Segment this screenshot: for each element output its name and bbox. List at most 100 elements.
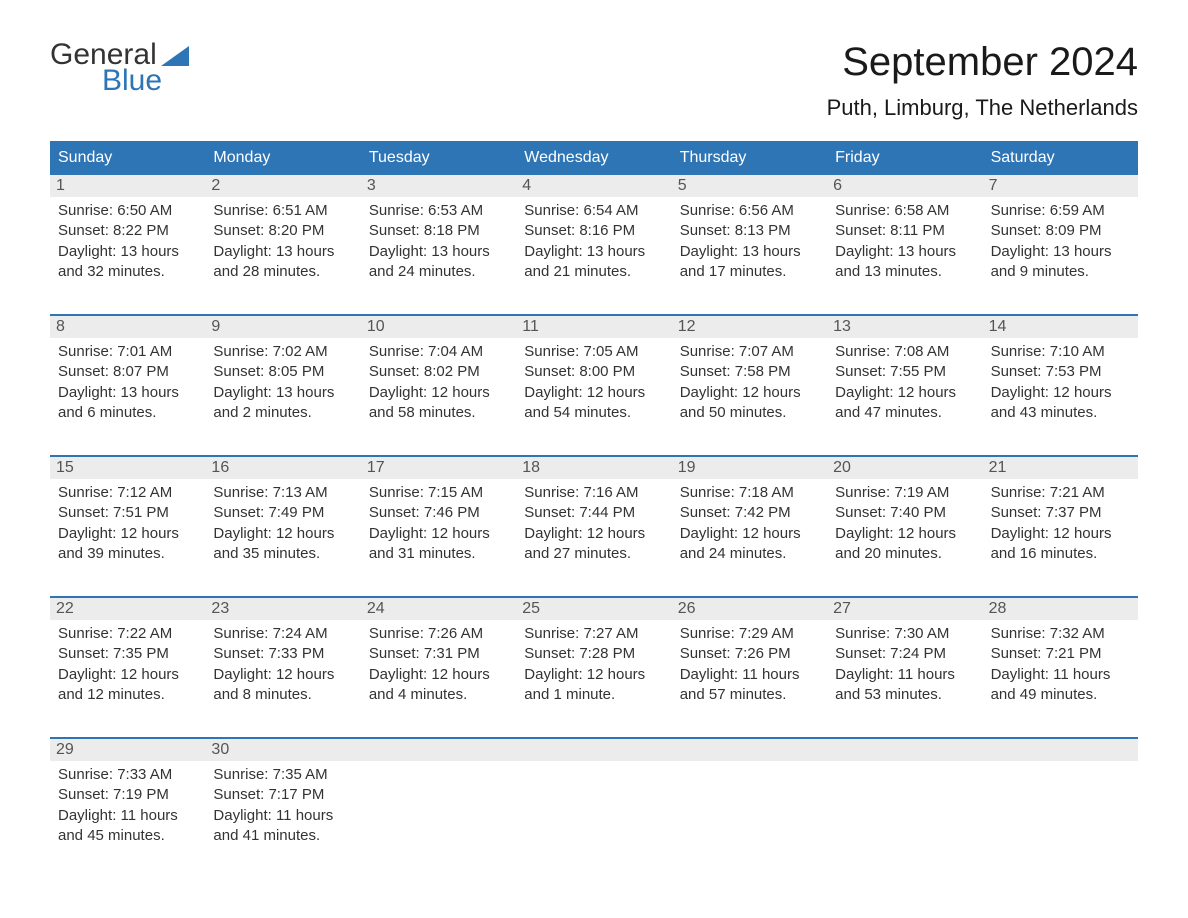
day-number: 4 (516, 175, 671, 197)
sunrise-text: Sunrise: 7:30 AM (835, 624, 976, 644)
day-number (516, 739, 671, 761)
day-number: 18 (516, 457, 671, 479)
sunset-text: Sunset: 8:09 PM (991, 221, 1132, 241)
sunset-text: Sunset: 7:26 PM (680, 644, 821, 664)
dow-wednesday: Wednesday (516, 143, 671, 173)
calendar-day: Sunrise: 7:32 AMSunset: 7:21 PMDaylight:… (983, 620, 1138, 709)
sunset-text: Sunset: 7:53 PM (991, 362, 1132, 382)
day2-text: and 1 minute. (524, 685, 665, 705)
day2-text: and 58 minutes. (369, 403, 510, 423)
calendar-day: Sunrise: 7:27 AMSunset: 7:28 PMDaylight:… (516, 620, 671, 709)
day1-text: Daylight: 11 hours (835, 665, 976, 685)
day1-text: Daylight: 12 hours (835, 524, 976, 544)
dow-sunday: Sunday (50, 143, 205, 173)
day2-text: and 39 minutes. (58, 544, 199, 564)
sunrise-text: Sunrise: 7:08 AM (835, 342, 976, 362)
sunrise-text: Sunrise: 7:24 AM (213, 624, 354, 644)
sunset-text: Sunset: 8:20 PM (213, 221, 354, 241)
day2-text: and 43 minutes. (991, 403, 1132, 423)
day2-text: and 4 minutes. (369, 685, 510, 705)
day-number-row: 1234567 (50, 175, 1138, 197)
sunset-text: Sunset: 7:46 PM (369, 503, 510, 523)
day2-text: and 17 minutes. (680, 262, 821, 282)
day-number: 20 (827, 457, 982, 479)
sunrise-text: Sunrise: 6:53 AM (369, 201, 510, 221)
day1-text: Daylight: 13 hours (369, 242, 510, 262)
sunset-text: Sunset: 7:40 PM (835, 503, 976, 523)
calendar-day (827, 761, 982, 850)
day2-text: and 50 minutes. (680, 403, 821, 423)
day1-text: Daylight: 12 hours (991, 524, 1132, 544)
day1-text: Daylight: 13 hours (213, 242, 354, 262)
day-number: 16 (205, 457, 360, 479)
sunrise-text: Sunrise: 7:04 AM (369, 342, 510, 362)
location-subtitle: Puth, Limburg, The Netherlands (827, 95, 1138, 121)
dow-monday: Monday (205, 143, 360, 173)
calendar-day: Sunrise: 6:53 AMSunset: 8:18 PMDaylight:… (361, 197, 516, 286)
sunrise-text: Sunrise: 7:22 AM (58, 624, 199, 644)
day-number: 19 (672, 457, 827, 479)
day2-text: and 20 minutes. (835, 544, 976, 564)
day-number (361, 739, 516, 761)
day-number: 24 (361, 598, 516, 620)
day-number: 21 (983, 457, 1138, 479)
day-number: 11 (516, 316, 671, 338)
sunrise-text: Sunrise: 6:59 AM (991, 201, 1132, 221)
sunrise-text: Sunrise: 6:54 AM (524, 201, 665, 221)
sunset-text: Sunset: 7:55 PM (835, 362, 976, 382)
title-block: September 2024 Puth, Limburg, The Nether… (827, 40, 1138, 121)
day-number: 15 (50, 457, 205, 479)
sunset-text: Sunset: 7:44 PM (524, 503, 665, 523)
day2-text: and 24 minutes. (680, 544, 821, 564)
sunrise-text: Sunrise: 7:35 AM (213, 765, 354, 785)
day2-text: and 21 minutes. (524, 262, 665, 282)
sunset-text: Sunset: 7:51 PM (58, 503, 199, 523)
day-number: 22 (50, 598, 205, 620)
sunrise-text: Sunrise: 7:27 AM (524, 624, 665, 644)
sunrise-text: Sunrise: 6:51 AM (213, 201, 354, 221)
sunrise-text: Sunrise: 7:15 AM (369, 483, 510, 503)
calendar-day: Sunrise: 7:12 AMSunset: 7:51 PMDaylight:… (50, 479, 205, 568)
day2-text: and 6 minutes. (58, 403, 199, 423)
flag-icon (161, 46, 189, 66)
day2-text: and 16 minutes. (991, 544, 1132, 564)
day-number: 6 (827, 175, 982, 197)
day-number-row: 891011121314 (50, 316, 1138, 338)
calendar-day: Sunrise: 7:13 AMSunset: 7:49 PMDaylight:… (205, 479, 360, 568)
sunset-text: Sunset: 8:02 PM (369, 362, 510, 382)
calendar-day: Sunrise: 7:18 AMSunset: 7:42 PMDaylight:… (672, 479, 827, 568)
day2-text: and 53 minutes. (835, 685, 976, 705)
sunset-text: Sunset: 7:42 PM (680, 503, 821, 523)
day2-text: and 31 minutes. (369, 544, 510, 564)
sunset-text: Sunset: 8:13 PM (680, 221, 821, 241)
day2-text: and 28 minutes. (213, 262, 354, 282)
day1-text: Daylight: 12 hours (524, 383, 665, 403)
day1-text: Daylight: 12 hours (991, 383, 1132, 403)
day1-text: Daylight: 13 hours (835, 242, 976, 262)
day-number: 1 (50, 175, 205, 197)
day1-text: Daylight: 12 hours (524, 665, 665, 685)
dow-friday: Friday (827, 143, 982, 173)
calendar-day: Sunrise: 6:59 AMSunset: 8:09 PMDaylight:… (983, 197, 1138, 286)
calendar-day: Sunrise: 7:07 AMSunset: 7:58 PMDaylight:… (672, 338, 827, 427)
sunset-text: Sunset: 7:17 PM (213, 785, 354, 805)
sunset-text: Sunset: 7:58 PM (680, 362, 821, 382)
calendar-day: Sunrise: 7:19 AMSunset: 7:40 PMDaylight:… (827, 479, 982, 568)
day2-text: and 35 minutes. (213, 544, 354, 564)
sunrise-text: Sunrise: 7:02 AM (213, 342, 354, 362)
day2-text: and 27 minutes. (524, 544, 665, 564)
sunset-text: Sunset: 8:11 PM (835, 221, 976, 241)
day-number: 14 (983, 316, 1138, 338)
day-number: 13 (827, 316, 982, 338)
day-number (983, 739, 1138, 761)
day-number (827, 739, 982, 761)
month-title: September 2024 (827, 40, 1138, 85)
day-number: 30 (205, 739, 360, 761)
day2-text: and 57 minutes. (680, 685, 821, 705)
sunset-text: Sunset: 8:05 PM (213, 362, 354, 382)
calendar-week: 891011121314Sunrise: 7:01 AMSunset: 8:07… (50, 314, 1138, 427)
day2-text: and 13 minutes. (835, 262, 976, 282)
day2-text: and 47 minutes. (835, 403, 976, 423)
sunrise-text: Sunrise: 7:29 AM (680, 624, 821, 644)
day1-text: Daylight: 12 hours (835, 383, 976, 403)
